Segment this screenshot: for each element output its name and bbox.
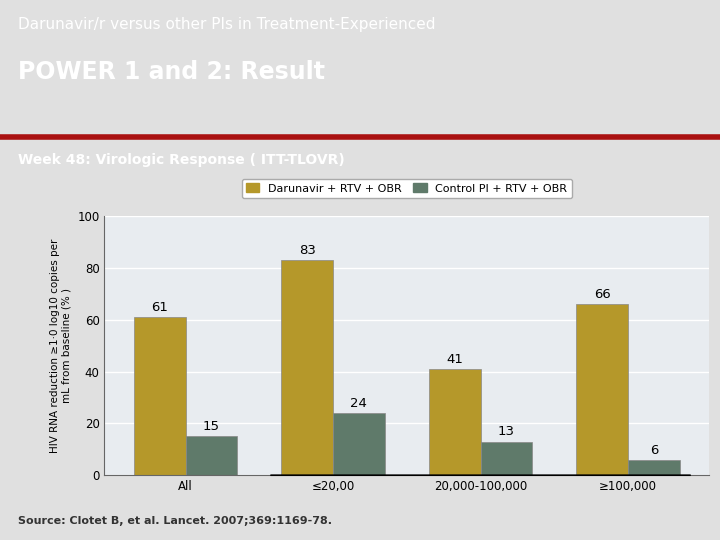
Bar [134,317,186,475]
Bar [628,460,680,475]
Legend: Darunavir + RTV + OBR, Control PI + RTV + OBR: Darunavir + RTV + OBR, Control PI + RTV … [242,179,572,198]
Text: 15: 15 [203,420,220,433]
Text: 61: 61 [151,301,168,314]
Text: 13: 13 [498,426,515,438]
Text: Week 48: Virologic Response ( ITT-TLOVR): Week 48: Virologic Response ( ITT-TLOVR) [18,153,345,167]
Bar [577,304,628,475]
Bar [282,260,333,475]
Text: 83: 83 [299,244,315,257]
Bar [429,369,480,475]
Text: Source: Clotet B, et al. Lancet. 2007;369:1169-78.: Source: Clotet B, et al. Lancet. 2007;36… [18,516,332,526]
Text: POWER 1 and 2: Result: POWER 1 and 2: Result [18,60,325,84]
Text: 6: 6 [649,443,658,456]
Text: 41: 41 [446,353,463,366]
Bar [333,413,384,475]
Y-axis label: HIV RNA reduction ≥1·0 log10 copies per
mL from baseline (% ): HIV RNA reduction ≥1·0 log10 copies per … [50,239,72,453]
Bar [480,442,532,475]
Text: 24: 24 [351,397,367,410]
Text: 66: 66 [594,288,611,301]
Bar [186,436,237,475]
Text: Darunavir/r versus other PIs in Treatment-Experienced: Darunavir/r versus other PIs in Treatmen… [18,17,436,32]
